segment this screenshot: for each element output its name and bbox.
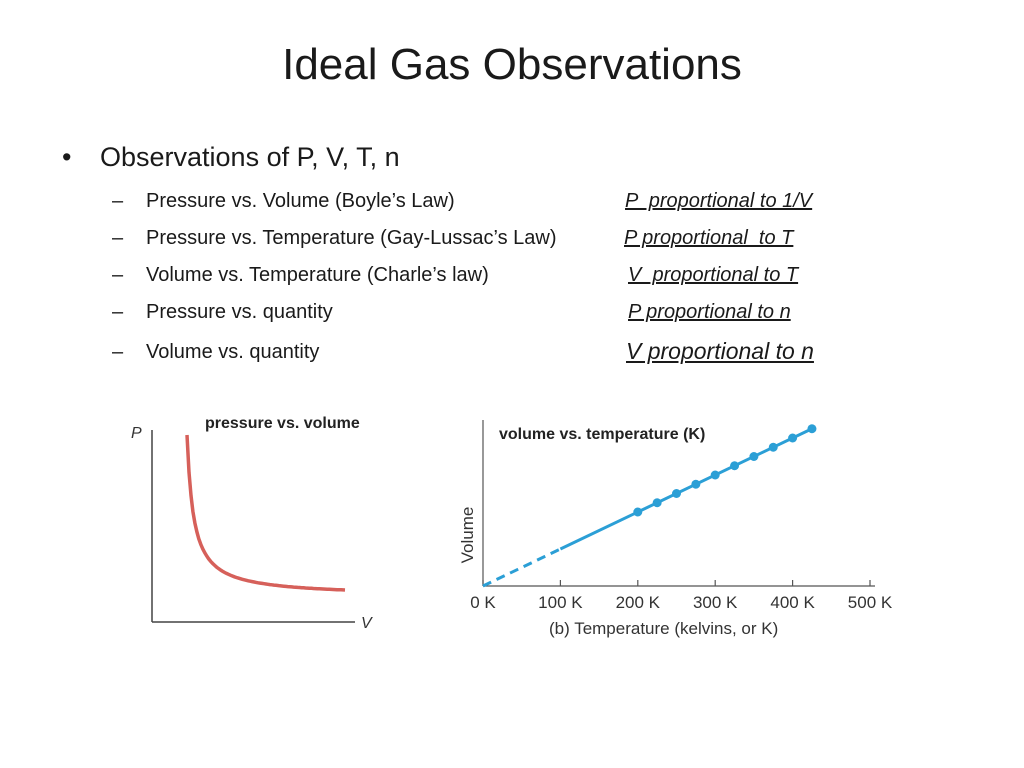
- relation-text: P proportional to n: [628, 301, 791, 323]
- list-item: – Pressure vs. quantity P proportional to…: [112, 301, 872, 324]
- data-point: [652, 498, 662, 508]
- dash: –: [112, 190, 124, 212]
- law-text: Pressure vs. Volume (Boyle’s Law): [146, 190, 455, 212]
- x-tick-label: 300 K: [693, 593, 738, 612]
- data-point: [710, 470, 720, 480]
- pressure-volume-chart: pressure vs. volume P V: [131, 415, 373, 632]
- dash: –: [112, 264, 124, 286]
- x-tick-label: 0 K: [470, 593, 496, 612]
- x-tick-label: 100 K: [538, 593, 583, 612]
- list-item: – Pressure vs. Temperature (Gay-Lussac’s …: [112, 227, 872, 250]
- relation-text: P proportional to T: [624, 227, 794, 249]
- y-axis-label: Volume: [458, 507, 477, 564]
- chart-title: volume vs. temperature (K): [499, 426, 705, 443]
- dash: –: [112, 341, 124, 363]
- data-point: [730, 461, 740, 471]
- dash: –: [112, 301, 124, 323]
- x-axis-label: (b) Temperature (kelvins, or K): [549, 619, 778, 638]
- volume-temperature-chart: volume vs. temperature (K) Volume 0 K 100…: [458, 420, 893, 638]
- law-text: Pressure vs. quantity: [146, 301, 333, 323]
- data-point: [672, 489, 681, 498]
- data-point: [807, 424, 817, 434]
- relation-text: P proportional to 1/V: [625, 190, 813, 212]
- list-item: – Pressure vs. Volume (Boyle’s Law) P pro…: [112, 190, 872, 213]
- chart-title: pressure vs. volume: [205, 415, 360, 432]
- main-bullet-text: Observations of P, V, T, n: [100, 142, 400, 172]
- y-axis-label: P: [131, 425, 142, 442]
- dash: –: [112, 227, 124, 249]
- x-axis-label: V: [361, 615, 373, 632]
- bullet-dot: •: [62, 142, 72, 172]
- data-point: [633, 507, 643, 517]
- law-text: Volume vs. Temperature (Charle’s law): [146, 264, 489, 286]
- x-tick-label: 500 K: [848, 593, 893, 612]
- relation-text: V proportional to n: [626, 338, 814, 364]
- pressure-volume-curve: [185, 434, 346, 592]
- data-point: [691, 479, 701, 489]
- data-point: [768, 442, 778, 452]
- x-tick-label: 400 K: [770, 593, 815, 612]
- extrapolated-line: [482, 547, 562, 588]
- relation-text: V proportional to T: [628, 264, 799, 286]
- slide-title: Ideal Gas Observations: [282, 40, 742, 89]
- data-point: [749, 452, 759, 461]
- law-text: Pressure vs. Temperature (Gay-Lussac’s L…: [146, 227, 557, 249]
- main-bullet: • Observations of P, V, T, n: [62, 142, 400, 173]
- list-item: – Volume vs. quantity V proportional to n: [112, 338, 872, 364]
- list-item: – Volume vs. Temperature (Charle’s law) V…: [112, 264, 872, 287]
- data-point: [788, 433, 798, 443]
- x-tick-label: 200 K: [616, 593, 661, 612]
- law-text: Volume vs. quantity: [146, 341, 320, 363]
